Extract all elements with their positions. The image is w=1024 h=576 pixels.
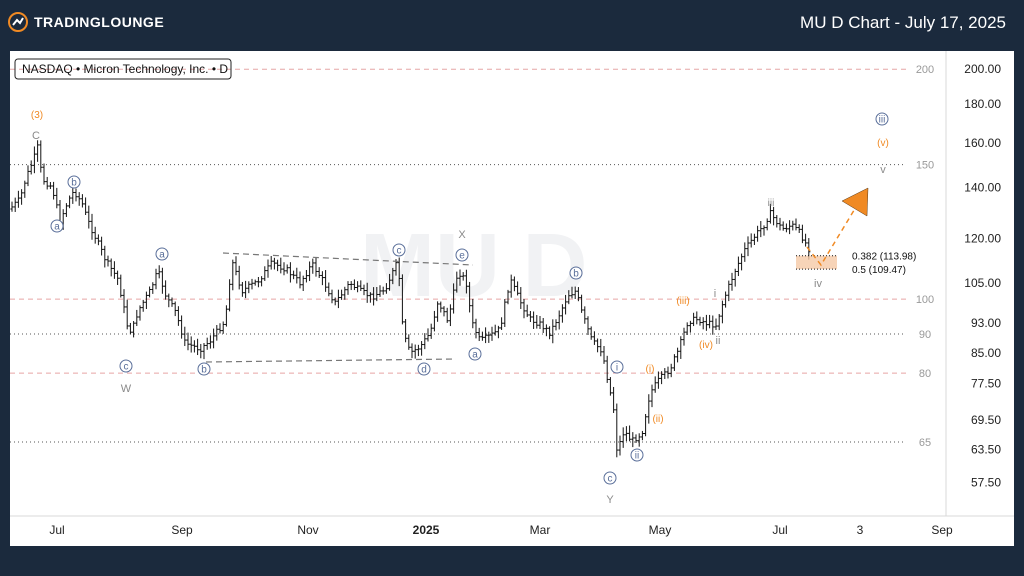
y-tick-label: 140.00	[964, 180, 1001, 194]
wave-label: a	[54, 222, 60, 233]
logo-wordmark: TRADINGLOUNGE	[34, 14, 165, 30]
symbol-label: NASDAQ • Micron Technology, Inc. • D	[22, 62, 228, 76]
grid-level-label: 200	[916, 64, 934, 76]
watermark-text: D	[523, 216, 588, 316]
x-tick-label: Sep	[171, 523, 193, 537]
wave-label-circle	[630, 448, 644, 462]
wave-label: iv	[814, 278, 822, 290]
wave-label: ii	[635, 451, 639, 462]
wave-label-circle	[392, 243, 406, 257]
wave-label: (iv)	[699, 340, 713, 351]
y-tick-label: 200.00	[964, 62, 1001, 76]
wave-label-circle	[197, 362, 211, 376]
wave-label-circle	[875, 112, 889, 126]
x-tick-label: Mar	[530, 523, 551, 537]
wave-label: C	[32, 130, 40, 142]
wave-label-circle	[155, 247, 169, 261]
wave-label: i	[616, 363, 618, 374]
wave-label: a	[159, 250, 165, 261]
y-tick-label: 180.00	[964, 97, 1001, 111]
wave-label: W	[121, 383, 132, 395]
grid-level-label: 150	[916, 160, 934, 172]
wave-label: c	[124, 362, 129, 373]
fib-retracement-zone	[796, 255, 837, 270]
wave-label: b	[573, 269, 579, 280]
wave-label: (i)	[646, 364, 655, 375]
y-tick-label: 69.50	[971, 413, 1001, 427]
grid-level-label: 65	[919, 437, 931, 449]
wave-label: iii	[879, 115, 886, 126]
wave-label-circle	[119, 359, 133, 373]
grid-level-label: 80	[919, 368, 931, 380]
wave-label: (v)	[877, 138, 889, 149]
price-chart[interactable]: MU D 200 150 100 90 80 65 200.00 180.00 160.00 140.…	[10, 51, 1014, 546]
y-tick-label: 160.00	[964, 136, 1001, 150]
top-bar: TRADINGLOUNGE MU D Chart - July 17, 2025	[0, 0, 1024, 46]
x-tick-label: May	[649, 523, 672, 537]
wave-label: v	[880, 164, 886, 176]
x-tick-label: Jul	[772, 523, 787, 537]
wave-label: b	[71, 178, 77, 189]
wave-label-circle	[455, 248, 469, 262]
triangle-upper-trendline	[222, 252, 474, 266]
wave-label: Y	[606, 494, 614, 506]
wave-label-circle	[50, 219, 64, 233]
grid-level-label: 90	[919, 329, 931, 341]
wave-label: i	[714, 288, 716, 300]
wave-label-circle	[417, 362, 431, 376]
wave-label-circle	[468, 347, 482, 361]
wave-label-circle	[603, 471, 617, 485]
projection-arrow	[841, 187, 869, 217]
wave-label: e	[459, 251, 465, 262]
grid-level-label: 100	[916, 294, 934, 306]
wave-label-circle	[569, 266, 583, 280]
x-tick-label: Nov	[297, 523, 318, 537]
y-tick-label: 93.00	[971, 316, 1001, 330]
fib-level-label: 0.382 (113.98)	[852, 252, 916, 263]
y-tick-label: 120.00	[964, 232, 1001, 246]
wave-label: d	[421, 365, 427, 376]
wave-label: (iii)	[676, 296, 689, 307]
wave-label: c	[608, 474, 613, 485]
wave-label: (ii)	[652, 414, 663, 425]
y-tick-label: 105.00	[964, 276, 1001, 290]
wave-label: (3)	[31, 110, 43, 121]
wave-label: X	[458, 229, 466, 241]
chart-panel: MU D 200 150 100 90 80 65 200.00 180.00 160.00 140.…	[10, 51, 1014, 546]
y-tick-label: 85.00	[971, 346, 1001, 360]
wave-label: ii	[716, 335, 721, 347]
tradinglounge-logo: TRADINGLOUNGE	[8, 12, 164, 32]
triangle-lower-trendline	[205, 358, 457, 363]
chart-title: MU D Chart - July 17, 2025	[800, 13, 1006, 32]
fib-level-label: 0.5 (109.47)	[852, 265, 906, 276]
x-tick-label: Jul	[49, 523, 64, 537]
x-tick-label: 3	[857, 523, 864, 537]
wave-label-circle	[610, 360, 624, 374]
wave-label: b	[201, 365, 207, 376]
y-tick-label: 63.50	[971, 443, 1001, 457]
y-tick-label: 77.50	[971, 377, 1001, 391]
symbol-label-box	[14, 58, 232, 80]
wave-label: a	[472, 350, 478, 361]
wave-label-circle	[67, 175, 81, 189]
projection-path	[806, 201, 860, 267]
logo-icon	[8, 12, 28, 32]
x-tick-label: Sep	[931, 523, 953, 537]
x-tick-label: 2025	[413, 523, 440, 537]
y-tick-label: 57.50	[971, 476, 1001, 490]
wave-label: iii	[768, 198, 775, 209]
watermark-text: MU	[360, 216, 500, 316]
wave-label: c	[397, 246, 402, 257]
